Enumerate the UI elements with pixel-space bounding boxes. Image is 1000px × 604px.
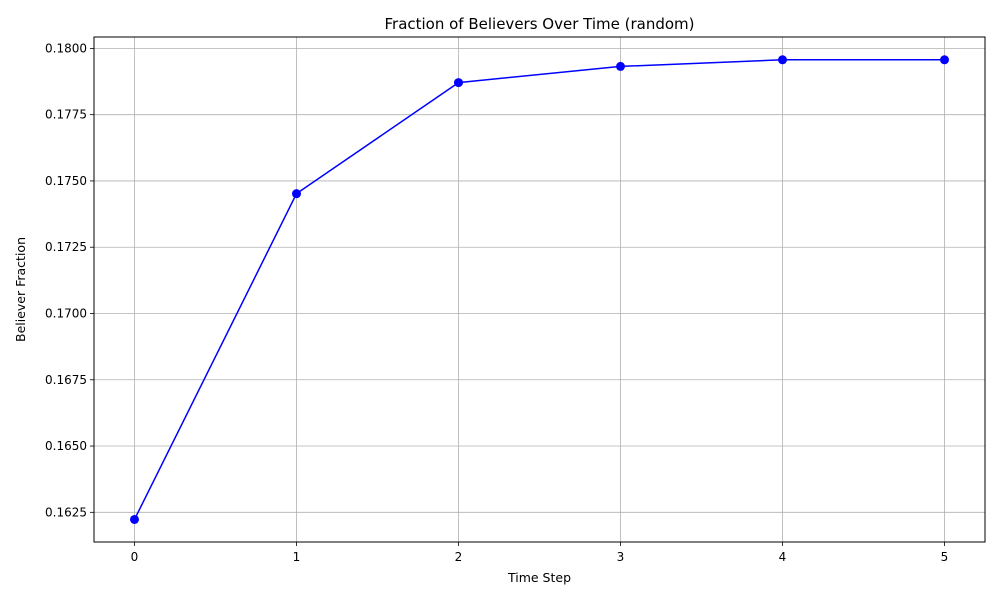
x-axis-label: Time Step [507,570,571,585]
data-point [940,55,949,65]
x-tick-label: 3 [617,550,625,564]
x-tick-label: 2 [455,550,463,564]
series-line [133,59,945,520]
grid [94,37,985,542]
y-axis-label: Believer Fraction [13,237,28,342]
data-point [778,55,787,65]
series-layer [130,55,949,524]
data-point [130,514,139,524]
y-tick-label: 0.1675 [45,373,87,387]
data-point [616,61,625,71]
y-tick-label: 0.1725 [45,240,87,254]
data-point [454,78,463,88]
y-tick-label: 0.1750 [45,174,87,188]
x-tick-label: 4 [779,550,787,564]
y-tick-label: 0.1800 [45,41,87,55]
chart-title: Fraction of Believers Over Time (random) [384,15,694,33]
data-point [292,189,301,199]
x-tick-label: 0 [131,550,139,564]
y-tick-label: 0.1625 [45,505,87,519]
y-tick-label: 0.1700 [45,306,87,320]
y-axis: 0.1625 0.1650 0.1675 0.1700 0.1725 0.1750 0.17… [45,41,94,519]
x-tick-label: 5 [941,550,949,564]
x-axis: 0 1 2 3 4 5 [131,542,949,564]
y-tick-label: 0.1775 [45,108,87,122]
x-tick-label: 1 [293,550,301,564]
y-tick-label: 0.1650 [45,439,87,453]
plot-frame [93,36,986,543]
